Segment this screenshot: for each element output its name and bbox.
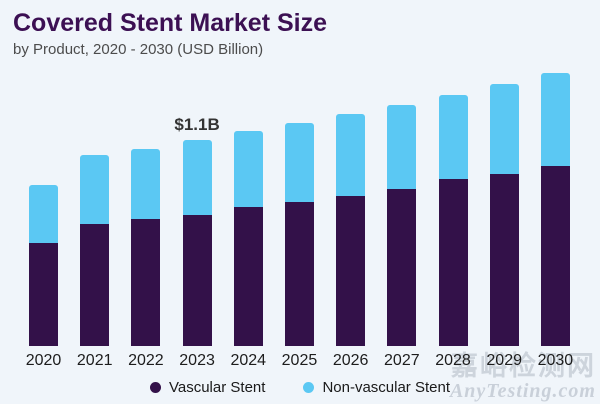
bar-segment-nonvascular-2021 [80,155,110,225]
x-axis-label-2028: 2028 [435,351,471,369]
bar-segment-nonvascular-2022 [131,149,161,219]
x-axis-label-2024: 2024 [230,351,267,369]
x-axis-label-2020: 2020 [25,351,62,369]
bar-segment-vascular-2028 [438,179,468,346]
bar-segment-vascular-2020 [29,242,58,346]
legend-label: Vascular Stent [168,378,266,396]
bar-segment-nonvascular-2028 [438,95,468,180]
bar-segment-vascular-2023 [182,214,212,346]
x-axis-label-2029: 2029 [486,351,522,369]
x-axis-label-2025: 2025 [281,351,318,369]
bar-segment-vascular-2021 [80,224,110,346]
bar-segment-vascular-2027 [387,188,417,346]
x-axis-label-2023: 2023 [179,351,215,369]
bar-segment-vascular-2024 [233,207,263,346]
page-subtitle: by Product, 2020 - 2030 (USD Billion) [13,40,264,58]
stacked-bar-chart: 2020 2021 2022 $1.1B 2023 2024 2025 2026 2027 202… [26,63,573,370]
x-axis-label-2022: 2022 [128,351,164,369]
page-title: Covered Stent Market Size [13,9,327,37]
bar-segment-nonvascular-2025 [284,123,314,202]
bar-column-2024: 2024 [230,63,266,370]
bar-segment-nonvascular-2030 [540,72,570,167]
bar-column-2027: 2027 [384,63,420,370]
legend-dot-icon [303,381,315,393]
bar-annotation: $1.1B [174,115,220,135]
bar-segment-nonvascular-2027 [387,104,417,189]
legend-label: Non-vascular Stent [322,378,450,396]
bar-segment-vascular-2025 [284,201,314,346]
legend-dot-icon [149,381,161,393]
bar-column-2030: 2030 [538,63,573,370]
bar-segment-vascular-2029 [489,173,519,346]
x-axis-label-2026: 2026 [332,351,369,369]
bar-column-2025: 2025 [282,63,317,370]
bar-segment-nonvascular-2020 [29,184,58,243]
bar-segment-nonvascular-2029 [489,83,519,174]
chart-header: Covered Stent Market Size by Product, 20… [0,0,600,59]
bar-segment-nonvascular-2026 [336,113,366,197]
bar-column-2020: 2020 [26,63,61,370]
bar-segment-vascular-2022 [131,218,161,346]
x-axis-label-2021: 2021 [76,351,113,369]
bar-column-2021: 2021 [77,63,112,370]
x-axis-label-2030: 2030 [537,351,574,369]
bar-column-2026: 2026 [333,63,368,370]
bar-segment-vascular-2026 [336,196,366,346]
bars: 2020 2021 2022 $1.1B 2023 2024 2025 2026 2027 202… [26,63,573,370]
legend-item-vascular: Vascular Stent [149,378,266,396]
legend-item-nonvascular: Non-vascular Stent [303,379,450,396]
x-axis-label-2027: 2027 [384,351,420,369]
bar-segment-nonvascular-2024 [233,130,263,208]
bar-segment-nonvascular-2023 [182,140,212,215]
bar-column-2023: $1.1B 2023 [174,63,219,370]
bar-segment-vascular-2030 [540,166,570,346]
bar-column-2022: 2022 [128,63,164,370]
bar-column-2029: 2029 [486,63,522,370]
bar-column-2028: 2028 [435,63,471,370]
chart-legend: Vascular Stent Non-vascular Stent [0,379,600,396]
